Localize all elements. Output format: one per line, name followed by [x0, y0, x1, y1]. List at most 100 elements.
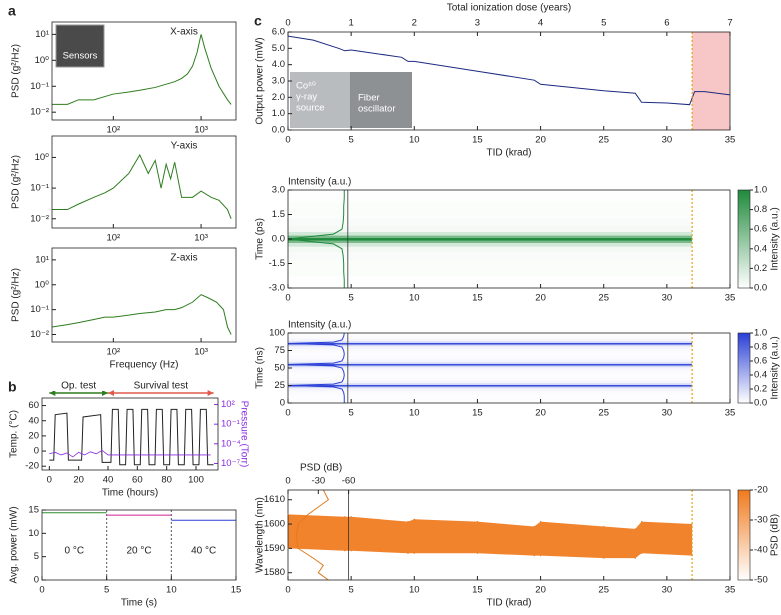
inset-photo	[350, 72, 412, 128]
band-edge	[350, 516, 352, 518]
heat-stripe	[288, 344, 693, 347]
x-tick-label: 5	[348, 585, 353, 596]
intensity-profile	[288, 190, 345, 288]
x-tick-label: 35	[725, 408, 736, 419]
x-tick-label: 20	[535, 135, 546, 146]
colorbar-tick-label: 0.8	[754, 342, 767, 353]
x-tick-label: 15	[472, 293, 483, 304]
band-edge	[350, 550, 352, 552]
series-line	[49, 449, 211, 458]
annotation: Op. test	[61, 381, 96, 392]
y-axis-label: Temp. (°C)	[9, 410, 20, 458]
band-edge	[533, 525, 535, 528]
x-tick-label: 30	[662, 585, 673, 596]
heat-stripe	[288, 380, 693, 384]
y-tick-label: 10⁰	[35, 55, 50, 66]
heat-stripe	[288, 237, 693, 241]
plot: Intensity (a.u.)0.00.20.40.60.81.0Intens…	[255, 177, 781, 304]
highlight-region	[692, 32, 730, 130]
x2-tick-label: 6	[664, 18, 669, 29]
y-tick-label: 6.0	[272, 27, 285, 38]
band-edge	[287, 513, 289, 515]
colorbar-tick-label: -20	[754, 485, 768, 496]
inset-photo	[55, 24, 105, 68]
x-tick-label: 5	[348, 408, 353, 419]
colorbar-tick-label: 0.6	[754, 224, 767, 235]
x-tick-label: 10²	[106, 125, 120, 136]
x-tick-label: 25	[598, 408, 609, 419]
inset-label: γ-ray	[296, 92, 317, 103]
y-tick-label: -1.5	[269, 258, 285, 269]
band-edge	[603, 557, 605, 559]
x-tick-label: 35	[725, 135, 736, 146]
colorbar-tick-label: -50	[754, 575, 768, 586]
segment-label: 0 °C	[65, 546, 85, 557]
plot-frame	[41, 397, 219, 471]
plot: 10² 10³ 10⁻² 10⁻¹ 10⁰ 10¹ Z-axis Frequency (Hz)…	[11, 247, 237, 371]
plot-area	[288, 32, 730, 130]
x2-tick-label: 2	[412, 18, 417, 29]
y-tick-label: -20	[25, 461, 39, 472]
band-edge	[533, 555, 535, 557]
x2-tick-label: 7	[727, 18, 732, 29]
plot: 0 °C 20 °C 40 °C 0 5 10 15 0 5 10 15 Time (s) Avg. p…	[9, 505, 242, 609]
x-tick-label: 10	[166, 585, 177, 596]
heat-stripe	[288, 376, 693, 381]
y-tick-label: 25	[274, 380, 285, 391]
series-line	[52, 153, 232, 219]
x2-tick-label: 0	[285, 476, 290, 487]
heat-stripe	[288, 387, 693, 392]
heat-stripe	[288, 345, 693, 350]
heat-stripe	[288, 333, 693, 336]
plot-area	[52, 153, 232, 219]
y-tick-label: 0	[280, 398, 285, 409]
x2-tick-label: -30	[311, 476, 325, 487]
panel-letter: c	[254, 13, 262, 29]
profile-label: Intensity (a.u.)	[288, 177, 351, 188]
y-tick-label: 4.0	[272, 59, 285, 70]
annotation-bg	[50, 381, 107, 391]
heat-stripe	[288, 397, 693, 402]
heat-stripe	[288, 235, 693, 239]
band-edge	[476, 521, 479, 523]
y-tick-label: 75	[274, 345, 285, 356]
heat-stripe	[288, 190, 693, 195]
x-tick-label: 0	[39, 585, 44, 596]
colorbar-tick-label: 0.8	[754, 204, 767, 215]
x-tick-label: 30	[662, 293, 673, 304]
chart-title: Z-axis	[170, 253, 197, 264]
y-tick-label: 1580	[264, 567, 285, 578]
y-tick-label: 5	[34, 551, 39, 562]
y-tick-label: 1600	[264, 519, 285, 530]
heat-stripe	[288, 384, 693, 387]
colorbar-label: Intensity (a.u.)	[770, 336, 781, 399]
heat-stripe	[288, 246, 693, 253]
x-tick-label: 15	[231, 585, 242, 596]
plot-frame	[51, 21, 237, 121]
plot: 10² 10³ 10⁻² 10⁻¹ 10⁰ Y-axis PSD (g²/Hz)	[11, 135, 237, 244]
x-tick-label: 25	[598, 585, 609, 596]
plot: c 0 1 2 3 4 5 6 7 Total ionization dose (years) Co…	[254, 3, 735, 159]
x-axis-label: TID (krad)	[487, 148, 532, 159]
band-edge	[634, 528, 636, 530]
y-tick-label: 1.5	[272, 209, 285, 220]
heat-stripe	[288, 359, 693, 363]
x-tick-label: 5	[104, 585, 109, 596]
plot-frame	[41, 509, 237, 581]
y-tick-label: 2.0	[272, 92, 285, 103]
segment-label: 40 °C	[191, 546, 216, 557]
x2-tick-label: 5	[601, 18, 606, 29]
heat-stripe	[288, 259, 693, 268]
heat-stripe	[288, 355, 693, 360]
x2-tick-label: 4	[538, 18, 543, 29]
y-tick-label: 10⁻¹	[30, 304, 49, 315]
panel-letter: a	[8, 3, 16, 19]
plot-frame	[51, 135, 237, 229]
y-tick-label: 10⁻¹	[30, 81, 49, 92]
x-tick-label: 30	[662, 408, 673, 419]
y-tick-label: 1.0	[272, 108, 285, 119]
colorbar-tick-label: 1.0	[754, 328, 767, 339]
x-tick-label: 0	[47, 475, 52, 486]
x2-tick-label: 0	[285, 18, 290, 29]
